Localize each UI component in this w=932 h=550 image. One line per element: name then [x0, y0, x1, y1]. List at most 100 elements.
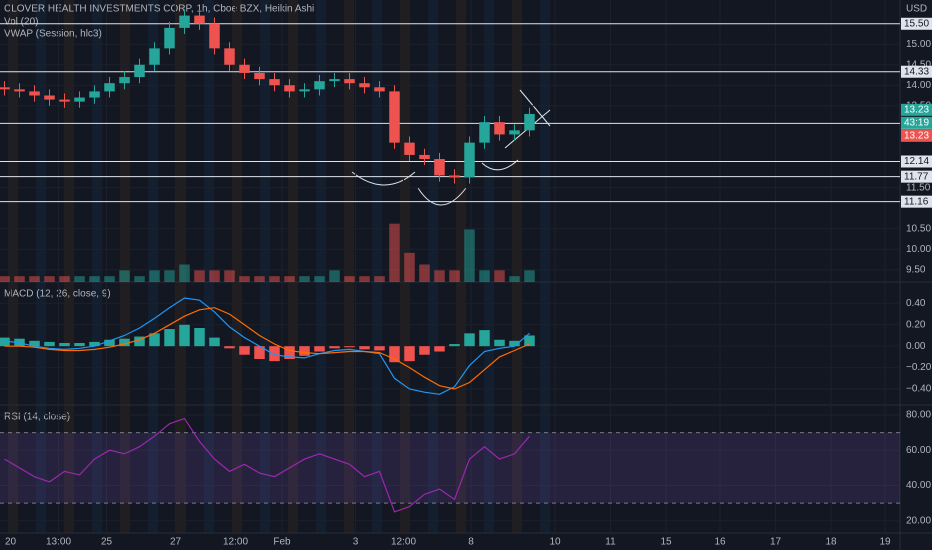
- session-stripe: [36, 0, 46, 533]
- volume-bar: [389, 223, 400, 282]
- volume-bar: [0, 276, 10, 282]
- volume-bar: [209, 270, 220, 282]
- candle-body: [404, 142, 415, 155]
- candle-body: [194, 15, 205, 24]
- volume-bar: [44, 276, 55, 282]
- x-tick-label: 12:00: [223, 537, 248, 548]
- session-stripe: [288, 0, 298, 533]
- volume-bar: [74, 276, 85, 282]
- candle-body: [314, 81, 325, 90]
- bid-price: 13.23: [904, 130, 929, 141]
- macd-histogram-bar: [224, 346, 235, 349]
- macd-histogram-bar: [509, 340, 520, 347]
- volume-bar: [119, 270, 130, 282]
- trend-line: [519, 89, 551, 127]
- macd-histogram-bar: [74, 342, 85, 347]
- candle-body: [344, 79, 355, 84]
- y-tick-label: 14.00: [906, 80, 931, 91]
- macd-histogram-bar: [104, 339, 115, 347]
- volume-bar: [29, 276, 40, 282]
- session-stripe: [372, 0, 382, 533]
- x-tick-label: 16: [714, 537, 726, 548]
- candle-body: [254, 72, 265, 80]
- level-label: 14.33: [904, 66, 929, 77]
- macd-histogram-bar: [344, 346, 355, 348]
- session-stripe: [64, 0, 74, 533]
- macd-histogram-bar: [419, 346, 430, 355]
- y-tick-label: 0.40: [906, 298, 926, 309]
- level-label: 11.16: [904, 196, 929, 207]
- candle-body: [59, 99, 70, 102]
- volume-bar: [269, 276, 280, 282]
- x-tick-label: 25: [101, 537, 113, 548]
- macd-histogram-bar: [494, 339, 505, 347]
- session-stripe: [92, 0, 102, 533]
- candle-body: [434, 159, 445, 176]
- signal-line: [4, 307, 530, 390]
- x-tick-label: 19: [879, 537, 891, 548]
- volume-bar: [59, 276, 70, 282]
- candle-body: [119, 77, 130, 84]
- candle-body: [0, 87, 10, 90]
- y-tick-label: 80.00: [906, 410, 931, 421]
- macd-histogram-bar: [464, 333, 475, 347]
- volume-bar: [179, 264, 190, 282]
- macd-histogram-bar: [314, 346, 325, 352]
- y-tick-label: 11.50: [906, 182, 931, 193]
- x-tick-label: 18: [825, 537, 837, 548]
- session-stripe: [232, 0, 242, 533]
- level-label: 11.77: [904, 171, 929, 182]
- y-tick-label: −0.20: [906, 362, 932, 373]
- candle-body: [524, 113, 535, 131]
- volume-bar: [494, 270, 505, 282]
- x-tick-label: 27: [170, 537, 182, 548]
- session-stripe: [540, 0, 550, 533]
- macd-histogram-bar: [404, 346, 415, 362]
- macd-histogram-bar: [89, 341, 100, 347]
- volume-bar: [449, 270, 460, 282]
- macd-histogram-bar: [149, 333, 160, 347]
- candle-body: [134, 64, 145, 78]
- x-tick-label: 12:00: [391, 537, 416, 548]
- volume-bar: [374, 276, 385, 282]
- x-tick-label: 10: [549, 537, 561, 548]
- candle-body: [74, 97, 85, 102]
- macd-histogram-bar: [524, 335, 535, 347]
- candle-body: [269, 79, 280, 86]
- y-tick-label: 10.50: [906, 223, 931, 234]
- volume-bar: [224, 270, 235, 282]
- volume-bar: [149, 270, 160, 282]
- x-tick-label: 17: [770, 537, 782, 548]
- volume-bar: [329, 270, 340, 282]
- macd-histogram-bar: [329, 346, 340, 349]
- macd-histogram-bar: [0, 337, 10, 347]
- volume-bar: [14, 276, 25, 282]
- volume-bar: [524, 270, 535, 282]
- level-badge: [901, 155, 932, 168]
- volume-bar: [479, 270, 490, 282]
- y-tick-label: 14.50: [906, 59, 931, 70]
- candle-body: [239, 64, 250, 73]
- session-stripe: [344, 0, 354, 533]
- macd-histogram-bar: [374, 346, 385, 351]
- macd-histogram-bar: [194, 327, 205, 347]
- session-stripe: [428, 0, 438, 533]
- bid-price-badge: [901, 129, 932, 142]
- macd-histogram-bar: [44, 341, 55, 347]
- y-tick-label: 10.00: [906, 244, 931, 255]
- macd-line: [4, 297, 530, 395]
- x-tick-label: 13:00: [46, 537, 71, 548]
- candle-body: [209, 23, 220, 49]
- candle-body: [44, 95, 55, 100]
- volume-bar: [509, 276, 520, 282]
- macd-histogram-bar: [479, 330, 490, 347]
- macd-histogram-bar: [389, 346, 400, 363]
- rsi-line: [4, 417, 530, 513]
- macd-histogram-bar: [119, 338, 130, 347]
- volume-bar: [314, 276, 325, 282]
- candle-body: [164, 27, 175, 49]
- volume-bar: [284, 276, 295, 282]
- vwap-label: VWAP (Session, hlc3): [4, 29, 102, 40]
- y-tick-label: 60.00: [906, 445, 931, 456]
